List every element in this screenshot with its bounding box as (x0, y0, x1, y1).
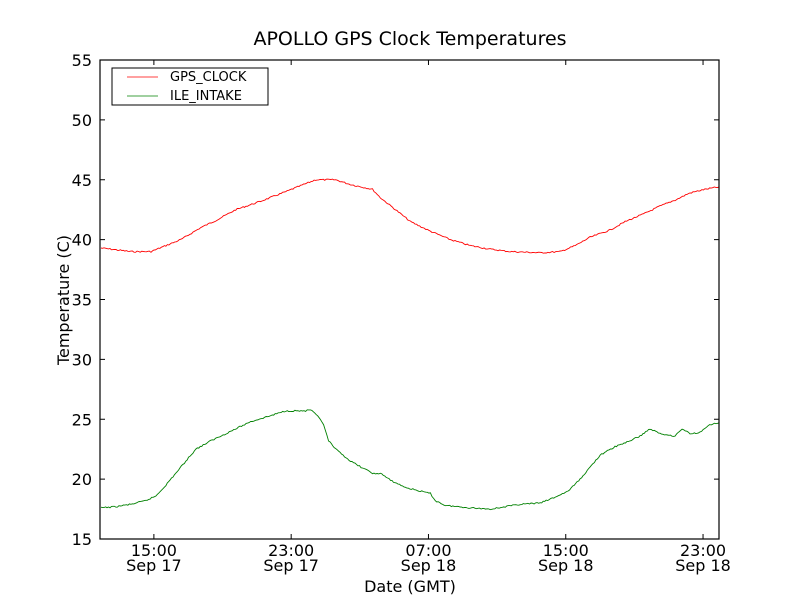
x-tick-label-date: Sep 18 (675, 556, 731, 575)
plot-frame (99, 59, 720, 540)
x-tick-label-date: Sep 17 (263, 556, 319, 575)
x-tick-label-date: Sep 18 (538, 556, 594, 575)
y-tick-label: 45 (72, 171, 92, 190)
x-tick-label-time: 15:00 (543, 541, 589, 560)
y-axis-label: Temperature (C) (54, 235, 73, 366)
y-tick-label: 25 (72, 410, 92, 429)
legend-label-ile-intake: ILE_INTAKE (170, 89, 242, 104)
series-line-ile-intake (100, 409, 720, 511)
legend-label-gps-clock: GPS_CLOCK (170, 70, 247, 85)
y-tick-label: 15 (72, 530, 92, 549)
x-tick-label-time: 23:00 (680, 541, 726, 560)
x-tick-label-time: 15:00 (131, 541, 177, 560)
y-tick-label: 50 (72, 111, 92, 130)
x-tick-label-date: Sep 18 (401, 556, 457, 575)
x-axis-label: Date (GMT) (364, 577, 456, 596)
x-tick-label-date: Sep 17 (126, 556, 182, 575)
y-tick-label: 35 (72, 291, 92, 310)
chart-title: APOLLO GPS Clock Temperatures (253, 28, 566, 50)
y-tick-label: 40 (72, 231, 92, 250)
x-tick-label-time: 07:00 (405, 541, 451, 560)
legend: GPS_CLOCK ILE_INTAKE (111, 67, 269, 106)
x-tick-label-time: 23:00 (268, 541, 314, 560)
y-tick-label: 20 (72, 470, 92, 489)
legend-box (111, 67, 269, 106)
y-tick-label: 30 (72, 350, 92, 369)
series-line-gps-clock (100, 178, 720, 254)
y-tick-label: 55 (72, 51, 92, 70)
